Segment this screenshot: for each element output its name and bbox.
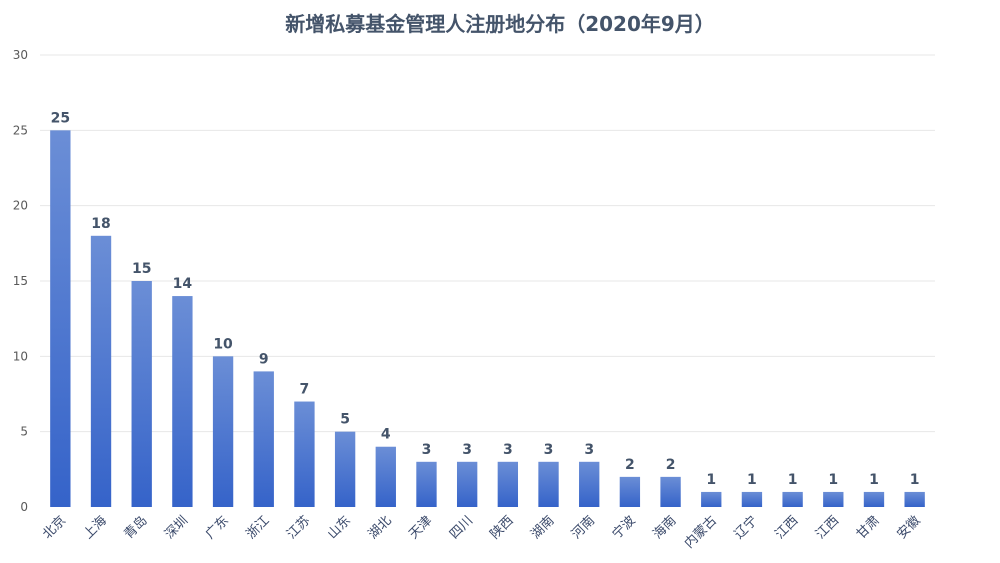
bar <box>131 281 152 507</box>
y-tick-label: 0 <box>20 500 28 514</box>
bar <box>416 461 437 507</box>
bar <box>253 371 274 507</box>
x-tick-label: 深圳 <box>162 513 191 542</box>
bar <box>334 431 356 507</box>
y-tick-label: 30 <box>13 48 28 62</box>
bar <box>782 491 803 507</box>
data-label: 2 <box>625 457 635 473</box>
x-tick-label: 宁波 <box>609 513 639 543</box>
data-label: 1 <box>910 472 920 488</box>
chart-title: 新增私募基金管理人注册地分布（2020年9月） <box>285 12 715 36</box>
data-label: 2 <box>666 457 676 473</box>
data-label: 1 <box>706 472 716 488</box>
bar <box>579 461 600 507</box>
data-label: 7 <box>300 382 310 398</box>
bar <box>172 296 193 507</box>
bar <box>701 491 722 507</box>
bar <box>660 476 681 507</box>
data-label: 1 <box>828 472 838 488</box>
data-label: 15 <box>132 261 151 277</box>
x-tick-label: 辽宁 <box>731 513 761 543</box>
bar <box>212 356 234 507</box>
x-tick-label: 山东 <box>325 513 354 542</box>
bars <box>50 130 925 508</box>
x-tick-label: 江苏 <box>284 513 314 543</box>
x-axis-categories: 北京 上海 青岛 深圳 广东 浙江 江苏 山东 湖北 天津 四川 陕西 湖南 河南 宁波 海南 内蒙古 辽宁 江西江… <box>40 513 923 552</box>
y-tick-label: 20 <box>13 199 28 213</box>
data-label: 10 <box>213 336 233 352</box>
y-tick-label: 10 <box>13 349 28 363</box>
x-tick-label: 陕西 <box>488 513 517 542</box>
data-label: 25 <box>51 110 70 126</box>
y-tick-label: 25 <box>13 123 28 137</box>
data-label: 3 <box>422 442 432 458</box>
x-tick-label: 四川 <box>447 513 476 542</box>
data-label: 14 <box>173 276 193 292</box>
x-tick-label: 广东 <box>203 513 232 542</box>
data-label: 3 <box>544 442 554 458</box>
value-labels: 25 18 15 14 10 9 7 5 4 3 3 3 3 3 2 2 1 1 1 1 1 1 <box>51 110 920 488</box>
x-tick-label: 江西 <box>772 513 801 542</box>
x-tick-label: 浙江 <box>244 513 273 542</box>
bar <box>619 476 641 507</box>
bar <box>904 491 925 507</box>
data-label: 5 <box>340 412 350 428</box>
x-tick-label: 北京 <box>40 513 69 542</box>
y-axis-ticks: 0 5 10 15 20 25 30 <box>13 48 28 514</box>
bar <box>863 491 885 507</box>
x-tick-label: 海南 <box>650 513 680 543</box>
bar <box>741 491 763 507</box>
bar <box>50 130 71 508</box>
data-label: 3 <box>503 442 513 458</box>
bar <box>90 235 112 508</box>
data-label: 4 <box>381 427 391 443</box>
data-label: 3 <box>584 442 594 458</box>
x-tick-label: 湖北 <box>366 513 395 542</box>
bar <box>497 461 519 507</box>
x-tick-label: 河南 <box>568 513 598 543</box>
bar <box>375 446 396 507</box>
data-label: 18 <box>91 216 110 232</box>
data-label: 1 <box>747 472 757 488</box>
x-tick-label: 内蒙古 <box>681 513 720 552</box>
x-tick-label: 安徽 <box>894 513 923 542</box>
bar <box>538 461 559 507</box>
bar <box>294 401 315 507</box>
data-label: 9 <box>259 351 269 367</box>
data-label: 1 <box>869 472 879 488</box>
bar <box>456 461 478 507</box>
y-tick-label: 5 <box>20 425 28 439</box>
x-tick-label: 甘肃 <box>854 513 883 542</box>
x-tick-label: 湖南 <box>528 513 558 543</box>
y-tick-label: 15 <box>13 274 28 288</box>
x-tick-label: 上海 <box>81 513 110 542</box>
x-tick-label: 天津 <box>406 513 435 542</box>
data-label: 1 <box>788 472 798 488</box>
x-tick-label: 江西 <box>813 513 842 542</box>
bar <box>823 491 844 507</box>
data-label: 3 <box>462 442 472 458</box>
x-tick-label: 青岛 <box>121 513 151 543</box>
